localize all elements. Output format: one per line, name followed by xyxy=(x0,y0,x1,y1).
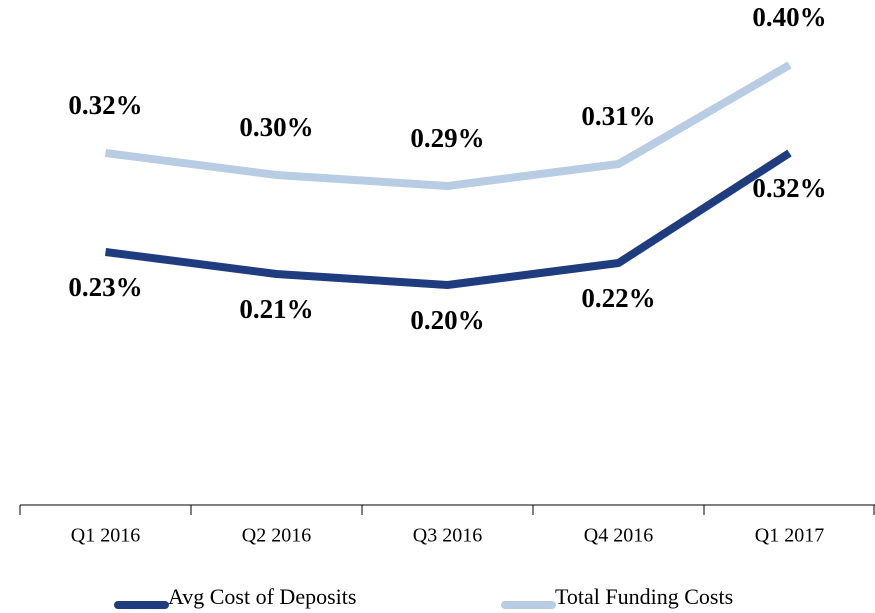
x-tick-label: Q1 2017 xyxy=(755,525,824,547)
data-label: 0.29% xyxy=(410,123,484,153)
data-label: 0.32% xyxy=(68,90,142,120)
data-label: 0.23% xyxy=(68,272,142,302)
data-label: 0.32% xyxy=(752,173,826,203)
data-label: 0.20% xyxy=(410,305,484,335)
line-series xyxy=(104,61,792,190)
x-tick-label: Q2 2016 xyxy=(242,525,311,547)
data-label: 0.21% xyxy=(239,294,313,324)
line-series xyxy=(104,149,792,289)
data-label: 0.40% xyxy=(752,2,826,32)
data-label: 0.22% xyxy=(581,283,655,313)
x-tick-label: Q3 2016 xyxy=(413,525,482,547)
legend-label: Avg Cost of Deposits xyxy=(168,584,356,609)
x-tick-label: Q4 2016 xyxy=(584,525,653,547)
legend-label: Total Funding Costs xyxy=(555,584,733,609)
data-label: 0.30% xyxy=(239,112,313,142)
x-tick-label: Q1 2016 xyxy=(71,525,140,547)
data-label: 0.31% xyxy=(581,101,655,131)
